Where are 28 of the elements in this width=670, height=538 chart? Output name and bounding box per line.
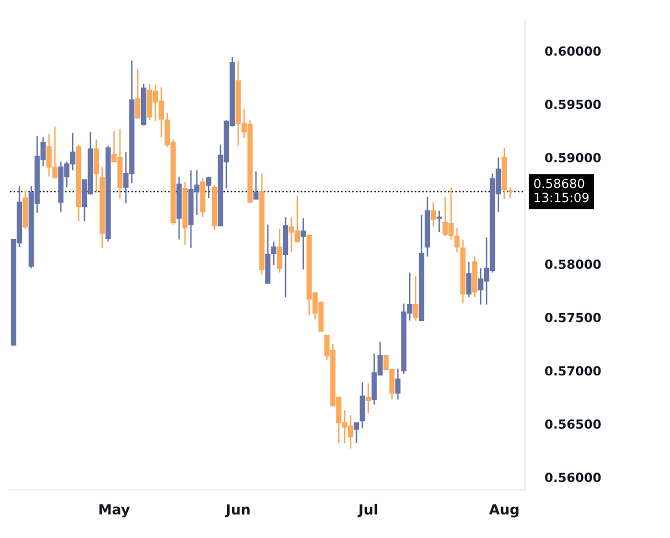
candlestick [454, 227, 460, 254]
candlestick [271, 240, 276, 266]
candlestick [395, 368, 400, 400]
candlestick [508, 186, 513, 199]
y-tick-label: 0.56500 [545, 419, 601, 429]
candlestick [253, 170, 259, 200]
y-tick-label: 0.58000 [545, 260, 601, 269]
candlestick [300, 218, 306, 270]
candlestick [354, 422, 360, 444]
candlestick [436, 210, 442, 233]
y-tick-label: 0.59500 [545, 100, 601, 110]
candlestick [135, 68, 140, 119]
x-tick-label: May [99, 504, 130, 518]
y-tick-label: 0.57000 [545, 366, 601, 376]
candlestick [276, 228, 282, 274]
candlestick [430, 202, 436, 228]
x-tick-label: Jun [224, 504, 250, 518]
x-tick-label: Jul [358, 504, 378, 518]
y-tick-label: 0.57500 [545, 312, 601, 322]
candlestick [412, 275, 418, 322]
y-tick-label: 0.59000 [545, 152, 601, 162]
y-tick-label: 0.60000 [545, 46, 601, 56]
x-tick-label: Aug [489, 504, 518, 518]
candlestick [366, 382, 371, 414]
candlestick [466, 261, 472, 298]
ref-line-label: 0.58680 13:15:09 [534, 178, 589, 202]
candlestick [206, 176, 212, 199]
y-tick-label: 0.56000 [545, 472, 601, 482]
